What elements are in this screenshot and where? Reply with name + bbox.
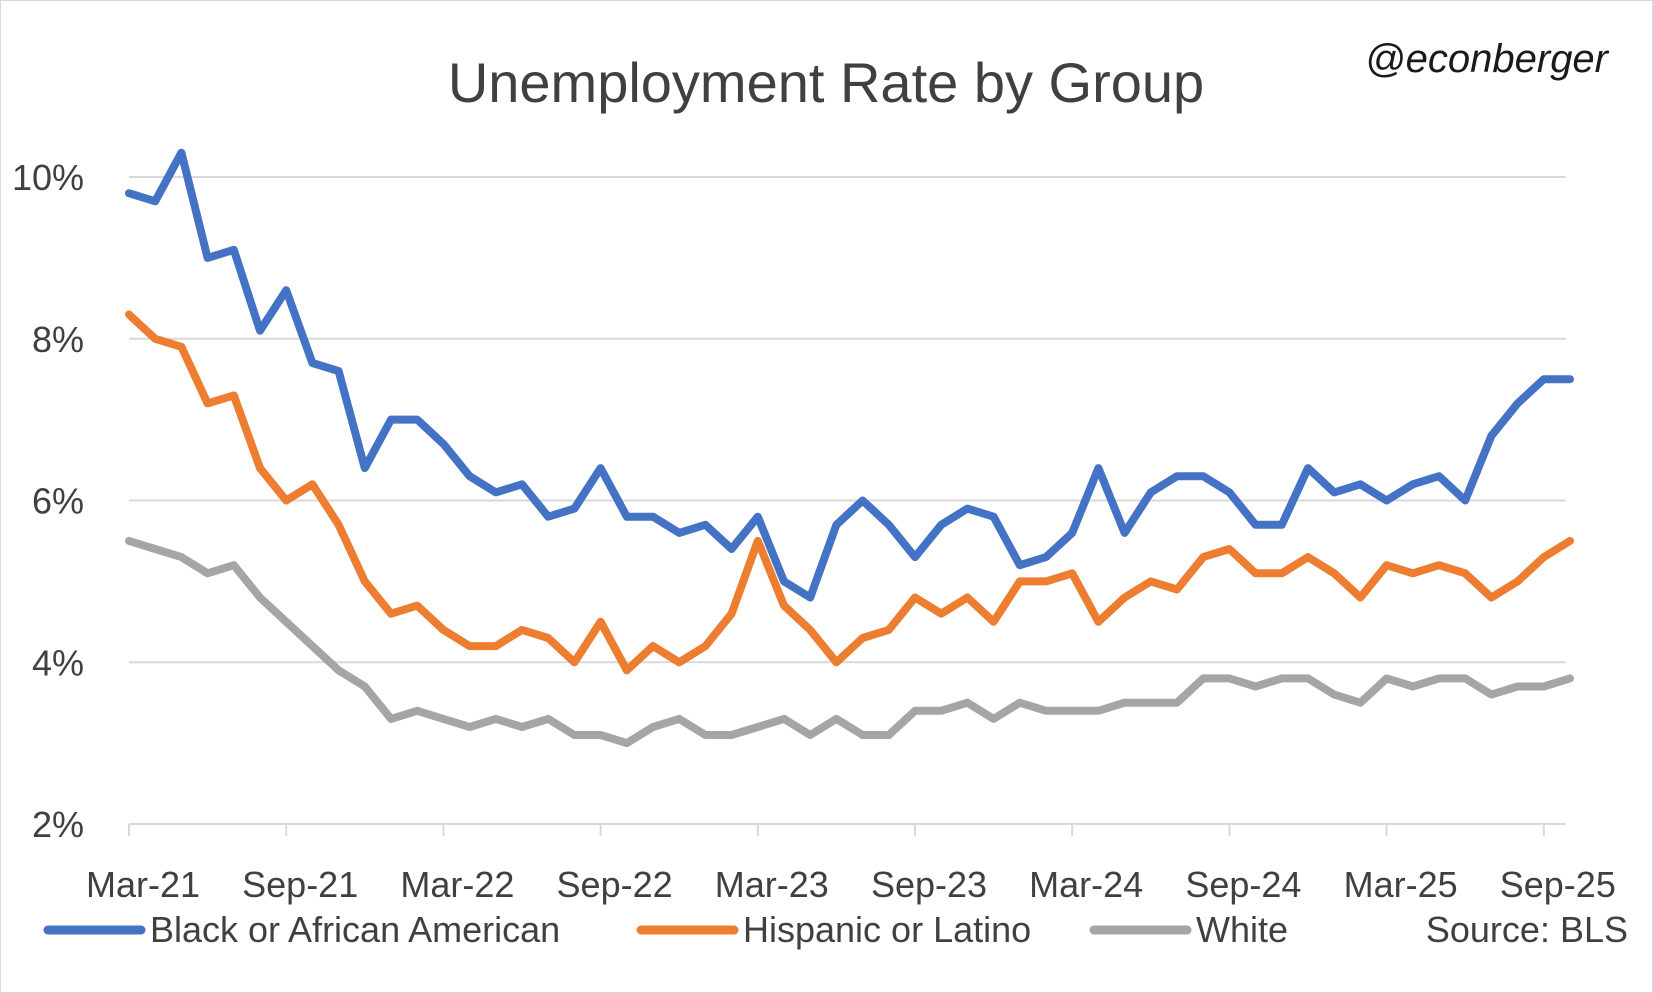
- gridlines: [129, 176, 1566, 664]
- author-handle: @econberger: [1365, 37, 1610, 81]
- series-line-hispanic-or-latino: [125, 310, 1574, 675]
- x-tick-label: Mar-21: [86, 864, 200, 905]
- x-tick-label: Sep-22: [557, 864, 673, 905]
- source-note: Source: BLS: [1426, 909, 1628, 950]
- legend-label: Hispanic or Latino: [743, 909, 1031, 950]
- y-axis-ticks: 2% 4% 6% 8% 10%: [12, 157, 84, 845]
- x-axis-ticks: Mar-21 Sep-21 Mar-22 Sep-22 Mar-23 Sep-23 Mar-…: [86, 824, 1616, 905]
- x-tick-label: Sep-25: [1500, 864, 1616, 905]
- x-tick-label: Mar-23: [715, 864, 829, 905]
- y-tick-label: 10%: [12, 157, 84, 198]
- series-line-black-or-african-american: [125, 148, 1574, 602]
- x-tick-label: Sep-24: [1185, 864, 1301, 905]
- y-tick-label: 4%: [32, 642, 84, 683]
- x-tick-label: Mar-22: [400, 864, 514, 905]
- y-tick-label: 6%: [32, 481, 84, 522]
- y-tick-label: 2%: [32, 804, 84, 845]
- x-tick-label: Mar-24: [1029, 864, 1143, 905]
- x-tick-label: Sep-21: [242, 864, 358, 905]
- x-tick-label: Sep-23: [871, 864, 987, 905]
- series-lines: [125, 148, 1574, 748]
- legend: Black or African American Hispanic or Lat…: [43, 909, 1288, 950]
- legend-label: Black or African American: [150, 909, 560, 950]
- x-tick-label: Mar-25: [1344, 864, 1458, 905]
- y-tick-label: 8%: [32, 319, 84, 360]
- legend-label: White: [1196, 909, 1288, 950]
- chart-title: Unemployment Rate by Group: [448, 51, 1204, 114]
- series-line-white: [125, 536, 1574, 748]
